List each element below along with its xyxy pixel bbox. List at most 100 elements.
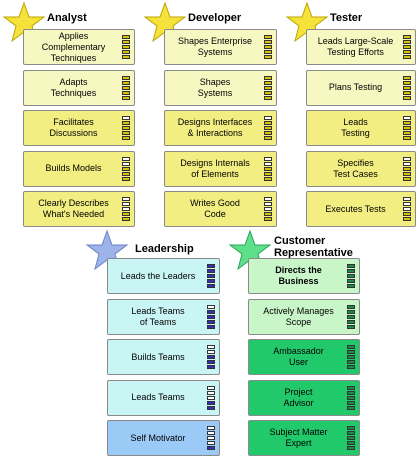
tester-skill-card: Executes Tests bbox=[306, 191, 416, 227]
analyst-skill-card: Adapts Techniques bbox=[23, 69, 135, 106]
level-bar bbox=[122, 202, 130, 206]
level-bar bbox=[122, 176, 130, 181]
developer-title: Developer bbox=[188, 12, 242, 24]
level-bar bbox=[207, 441, 215, 445]
level-bar bbox=[403, 197, 411, 201]
level-bar bbox=[122, 116, 130, 120]
analyst-level-meter bbox=[122, 75, 130, 100]
level-bar bbox=[207, 436, 215, 440]
customer-skill-card: Directs the Business bbox=[248, 258, 360, 294]
level-bar bbox=[347, 269, 355, 273]
level-bar bbox=[207, 269, 215, 273]
analyst-level-meter bbox=[122, 116, 130, 140]
level-bar bbox=[207, 385, 215, 390]
level-bar bbox=[264, 131, 272, 135]
level-bar bbox=[347, 350, 355, 354]
level-bar bbox=[122, 212, 130, 216]
customer-skill-label: Actively Manages Scope bbox=[263, 305, 334, 327]
tester-level-meter bbox=[403, 156, 411, 181]
level-bar bbox=[403, 202, 411, 206]
level-bar bbox=[264, 217, 272, 221]
leadership-skill-card: Leads Teams of Teams bbox=[107, 298, 220, 335]
tester-skill-card: Specifies Test Cases bbox=[306, 150, 416, 187]
customer-skill-card: Subject Matter Expert bbox=[248, 420, 360, 456]
level-bar bbox=[207, 314, 215, 319]
level-bar bbox=[207, 426, 215, 430]
leadership-skill-card: Leads Teams bbox=[107, 379, 220, 416]
level-bar bbox=[207, 431, 215, 435]
level-bar bbox=[347, 355, 355, 359]
analyst-skill-label: Applies Complementary Techniques bbox=[41, 30, 106, 63]
level-bar bbox=[207, 355, 215, 359]
analyst-skill-card: Facilitates Discussions bbox=[23, 110, 135, 146]
level-bar bbox=[347, 314, 355, 319]
level-bar bbox=[264, 197, 272, 201]
level-bar bbox=[207, 405, 215, 410]
tester-level-meter bbox=[403, 75, 411, 100]
level-bar bbox=[207, 345, 215, 349]
level-bar bbox=[207, 446, 215, 450]
analyst-skill-card: Builds Models bbox=[23, 150, 135, 187]
customer-skill-card: Project Advisor bbox=[248, 379, 360, 416]
level-bar bbox=[264, 176, 272, 181]
level-bar bbox=[122, 156, 130, 161]
developer-skill-card: Shapes Enterprise Systems bbox=[164, 29, 277, 65]
customer-skill-card: Actively Manages Scope bbox=[248, 298, 360, 335]
level-bar bbox=[122, 95, 130, 100]
level-bar bbox=[403, 75, 411, 80]
level-bar bbox=[403, 212, 411, 216]
analyst-level-meter bbox=[122, 35, 130, 59]
leadership-skill-label: Leads Teams bbox=[131, 392, 185, 402]
level-bar bbox=[347, 319, 355, 324]
level-bar bbox=[122, 121, 130, 125]
level-bar bbox=[264, 171, 272, 176]
analyst-title: Analyst bbox=[47, 12, 87, 24]
level-bar bbox=[403, 176, 411, 181]
analyst-skill-label: Clearly Describes What's Needed bbox=[38, 198, 109, 219]
analyst-skill-label: Builds Models bbox=[45, 163, 102, 173]
level-bar bbox=[264, 35, 272, 39]
level-bar bbox=[347, 304, 355, 309]
level-bar bbox=[264, 156, 272, 161]
level-bar bbox=[264, 80, 272, 85]
level-bar bbox=[403, 126, 411, 130]
level-bar bbox=[403, 40, 411, 44]
analyst-level-meter bbox=[122, 156, 130, 181]
customer-skill-card: Ambassador User bbox=[248, 339, 360, 375]
developer-skill-label: Shapes Enterprise Systems bbox=[177, 36, 253, 57]
level-bar bbox=[122, 217, 130, 221]
level-bar bbox=[207, 395, 215, 400]
level-bar bbox=[264, 166, 272, 171]
developer-skill-card: Designs Internals of Elements bbox=[164, 150, 277, 187]
analyst-skill-card: Applies Complementary Techniques bbox=[23, 29, 135, 65]
level-bar bbox=[347, 274, 355, 278]
level-bar bbox=[347, 405, 355, 410]
analyst-skill-label: Facilitates Discussions bbox=[49, 117, 98, 138]
level-bar bbox=[207, 309, 215, 314]
analyst-skill-label: Adapts Techniques bbox=[50, 76, 97, 98]
level-bar bbox=[264, 202, 272, 206]
level-bar bbox=[122, 50, 130, 54]
level-bar bbox=[207, 304, 215, 309]
level-bar bbox=[403, 121, 411, 125]
level-bar bbox=[122, 207, 130, 211]
level-bar bbox=[347, 284, 355, 288]
level-bar bbox=[403, 131, 411, 135]
leadership-skill-label: Leads the Leaders bbox=[120, 270, 196, 281]
customer-skill-label: Directs the Business bbox=[275, 265, 322, 286]
leadership-skill-card: Builds Teams bbox=[107, 339, 220, 375]
leadership-level-meter bbox=[207, 264, 215, 288]
level-bar bbox=[347, 441, 355, 445]
leadership-level-meter bbox=[207, 385, 215, 410]
level-bar bbox=[207, 350, 215, 354]
level-bar bbox=[403, 95, 411, 100]
level-bar bbox=[264, 136, 272, 140]
level-bar bbox=[264, 95, 272, 100]
level-bar bbox=[347, 426, 355, 430]
analyst-level-meter bbox=[122, 197, 130, 221]
level-bar bbox=[403, 80, 411, 85]
analyst-skill-card: Clearly Describes What's Needed bbox=[23, 191, 135, 227]
level-bar bbox=[207, 390, 215, 395]
leadership-level-meter bbox=[207, 426, 215, 450]
developer-level-meter bbox=[264, 35, 272, 59]
